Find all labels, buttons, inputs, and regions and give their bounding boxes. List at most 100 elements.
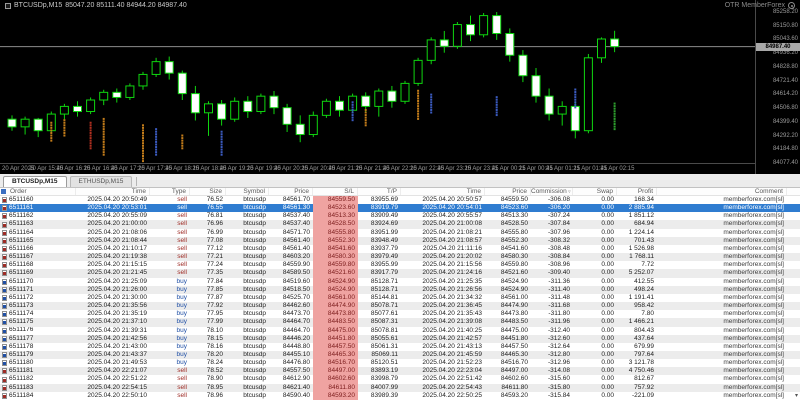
cell-sl: 84473.80	[313, 310, 358, 319]
history-row[interactable]: 6511173 2025.04.20 21:35:56 buy 77.92 btcusd…	[0, 302, 800, 311]
time-axis-label: 20 Apr 15:45	[29, 166, 64, 172]
history-row[interactable]: 6511162 2025.04.20 20:55:09 sell 76.81 btcus…	[0, 212, 800, 221]
chart-tab-ethusdp-m15[interactable]: ETHUSDp,M15	[69, 176, 133, 187]
history-row[interactable]: 6511165 2025.04.20 21:08:44 sell 77.08 btcus…	[0, 236, 800, 245]
column-header-price[interactable]: Price	[485, 188, 531, 195]
column-header-time[interactable]: Time	[401, 188, 485, 195]
chart-panel[interactable]: BTCUSDp,M15 85047.20 85111.40 84944.20 8…	[0, 0, 800, 174]
cell-swap: 0.00	[601, 342, 614, 350]
cell-tp: 85069.11	[371, 350, 398, 358]
cell-open-price: 84473.70	[282, 310, 310, 318]
cell-comment: memberforex.com[sl]	[723, 367, 784, 375]
history-row[interactable]: 6511169 2025.04.20 21:21:45 sell 77.35 btcus…	[0, 269, 800, 278]
column-header-size[interactable]: Size	[190, 188, 226, 195]
cell-open-price: 84559.90	[282, 261, 310, 269]
history-row[interactable]: 6511172 2025.04.20 21:30:00 buy 77.87 btcusd…	[0, 293, 800, 303]
cell-comment: memberforex.com[sl]	[723, 244, 784, 252]
history-row[interactable]: 6511178 2025.04.20 21:43:00 buy 78.16 btcusd…	[0, 342, 800, 351]
chart-ohlc-values: 85047.20 85111.40 84944.20 84987.40	[65, 2, 187, 9]
cell-open-price: 84557.50	[282, 367, 310, 375]
candlestick-chart[interactable]	[0, 11, 755, 163]
cell-open-time: 2025.04.20 21:35:19	[87, 310, 147, 318]
row-filler	[787, 196, 800, 204]
history-row[interactable]: 6511182 2025.04.20 22:51:22 sell 78.90 btcus…	[0, 375, 800, 384]
column-header-t-p[interactable]: T/P	[358, 188, 401, 195]
cell-open-time: 2025.04.20 21:42:56	[87, 334, 147, 342]
history-table[interactable]: ▾ 6511160 2025.04.20 20:50:49 sell 76.52 btc…	[0, 196, 800, 400]
history-row[interactable]: 6511184 2025.04.20 22:50:10 sell 78.96 btcus…	[0, 391, 800, 400]
cell-open-price: 84446.20	[282, 334, 310, 342]
cell-order: 6511165	[0, 237, 76, 245]
history-row[interactable]: 6511161 2025.04.20 20:53:01 sell 76.55 btcus…	[0, 204, 800, 213]
cell-comment: memberforex.com[sl]	[723, 269, 784, 277]
time-axis-label: 20 Apr 20:15	[274, 166, 309, 172]
history-row[interactable]: 6511167 2025.04.20 21:19:38 sell 77.21 btcus…	[0, 253, 800, 262]
cell-close-time: 2025.04.20 21:43:13	[422, 342, 482, 350]
toolbox-panel-icon[interactable]	[1, 189, 6, 194]
column-header-commission[interactable]: Commission ▿	[531, 188, 573, 195]
cell-comment: memberforex.com[sl]	[723, 277, 784, 285]
cell-symbol: btcusdp	[243, 212, 266, 220]
cell-tp: 85061.31	[370, 342, 398, 350]
history-row[interactable]: 6511170 2025.04.20 21:25:09 buy 77.84 btcusd…	[0, 277, 800, 286]
history-row[interactable]: 6511180 2025.04.20 21:49:53 buy 78.24 btcusd…	[0, 359, 800, 368]
cell-sl: 84541.60	[313, 244, 358, 254]
history-row[interactable]: 6511163 2025.04.20 21:00:00 sell 76.96 btcus…	[0, 220, 800, 229]
column-header-symbol[interactable]: Symbol	[226, 188, 269, 195]
cell-commission: -311.48	[548, 293, 570, 301]
cell-swap: 0.00	[601, 285, 614, 293]
cell-swap: 0.00	[601, 326, 614, 334]
history-row[interactable]: 6511166 2025.04.20 21:10:17 sell 77.12 btcus…	[0, 244, 800, 254]
column-header-s-l[interactable]: S/L	[313, 188, 358, 195]
cell-size: 78.95	[206, 383, 223, 391]
column-header-order[interactable]: Order	[0, 188, 76, 195]
column-header-time[interactable]: Time	[76, 188, 150, 195]
sell-deal-icon	[2, 246, 7, 253]
cell-open-time: 2025.04.20 21:08:44	[87, 236, 147, 244]
cell-close-price: 84559.50	[500, 196, 528, 203]
history-row[interactable]: 6511183 2025.04.20 22:54:15 sell 78.95 btcus…	[0, 383, 800, 392]
cell-size: 76.99	[206, 228, 223, 236]
history-row[interactable]: 6511177 2025.04.20 21:42:56 buy 78.15 btcusd…	[0, 334, 800, 343]
price-axis[interactable]: 84987.40 85258.20 85150.80 85043.60 84936.2…	[755, 0, 800, 174]
cell-swap: 0.00	[601, 253, 614, 261]
column-header-profit[interactable]: Profit	[617, 188, 657, 195]
cell-open-price: 84537.40	[282, 220, 310, 228]
cell-size: 77.85	[206, 285, 223, 293]
history-row[interactable]: 6511164 2025.04.20 21:08:06 sell 76.99 btcus…	[0, 228, 800, 237]
cell-sl: 84474.90	[313, 302, 358, 311]
history-row[interactable]: 6511160 2025.04.20 20:50:49 sell 76.52 btcus…	[0, 196, 800, 205]
column-header-type[interactable]: Type	[150, 188, 190, 195]
column-header-comment[interactable]: Comment	[657, 188, 787, 195]
cell-type: sell	[177, 383, 187, 391]
history-row[interactable]: 6511181 2025.04.20 22:21:07 sell 78.52 btcus…	[0, 367, 800, 376]
scroll-down-icon[interactable]: ▾	[794, 393, 798, 399]
cell-close-time: 2025.04.20 21:00:08	[422, 220, 482, 228]
price-axis-label: 85150.80	[772, 22, 798, 29]
time-axis-label: 20 Apr 18:45	[192, 166, 227, 172]
cell-close-time: 2025.04.20 21:52:23	[422, 359, 482, 367]
history-row[interactable]: 6511179 2025.04.20 21:43:37 buy 78.20 btcusd…	[0, 350, 800, 360]
cell-type: buy	[176, 342, 187, 350]
column-header-swap[interactable]: Swap	[573, 188, 617, 195]
history-row[interactable]: 6511171 2025.04.20 21:26:00 buy 77.85 btcusd…	[0, 285, 800, 294]
cell-comment: memberforex.com[sl]	[723, 285, 784, 293]
cell-sl: 84521.60	[313, 269, 358, 278]
column-header-price[interactable]: Price	[269, 188, 313, 195]
cell-swap: 0.00	[601, 367, 614, 375]
cell-commission: -311.96	[548, 318, 570, 326]
history-row[interactable]: 6511176 2025.04.20 21:39:31 buy 78.10 btcusd…	[0, 326, 800, 335]
history-row[interactable]: 6511175 2025.04.20 21:37:10 buy 77.99 btcusd…	[0, 318, 800, 327]
cell-commission: -315.80	[547, 383, 570, 391]
history-row[interactable]: 6511174 2025.04.20 21:35:19 buy 77.95 btcusd…	[0, 310, 800, 319]
cell-sl: 84497.00	[313, 367, 358, 376]
cell-type: buy	[176, 318, 187, 326]
cell-commission: -315.84	[547, 391, 570, 399]
time-axis-label: 20 Apr 18:15	[165, 166, 200, 172]
history-row[interactable]: 6511168 2025.04.20 21:15:15 sell 77.24 btcus…	[0, 261, 800, 270]
cell-close-time: 2025.04.20 21:40:25	[422, 326, 482, 334]
chart-tab-btcusdp-m15[interactable]: BTCUSDp,M15	[3, 176, 67, 187]
time-axis[interactable]: 20 Apr 2025 20 Apr 15:45 20 Apr 16:15 20 Ap…	[0, 163, 800, 174]
sell-deal-icon	[2, 213, 7, 220]
